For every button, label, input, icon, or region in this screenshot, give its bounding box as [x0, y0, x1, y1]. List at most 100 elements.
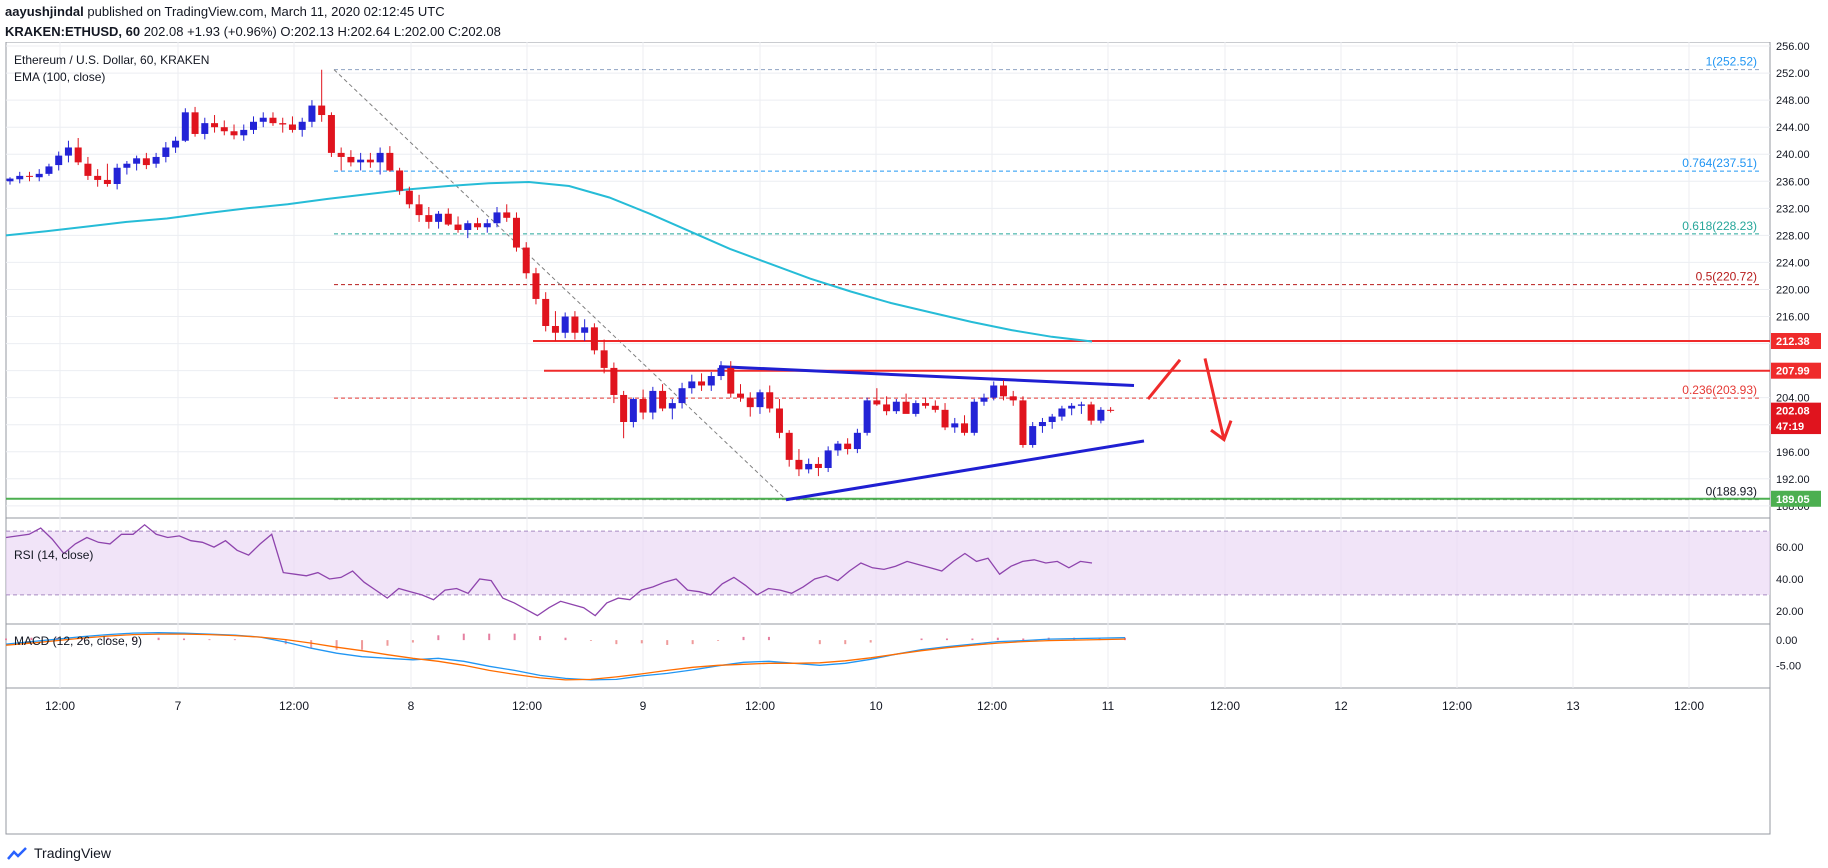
candle-body: [152, 156, 160, 164]
candle-body: [990, 385, 998, 398]
x-tick-label: 12: [1334, 699, 1348, 713]
candle-body: [941, 409, 949, 428]
fib-level-label: 0(188.93): [1706, 485, 1757, 499]
ema-legend: EMA (100, close): [14, 70, 105, 84]
candle-body: [240, 129, 248, 136]
macd-y-tick-label: 0.00: [1776, 635, 1797, 647]
candle-body: [201, 123, 209, 134]
y-tick-label: 220.00: [1776, 284, 1810, 296]
published-text: published on TradingView.com, March 11, …: [87, 4, 445, 19]
publish-line: aayushjindal published on TradingView.co…: [5, 4, 445, 19]
candle-body: [922, 403, 930, 406]
candle-body: [610, 367, 618, 395]
candle-body: [980, 397, 988, 402]
candle-body: [620, 394, 628, 423]
x-tick-label: 10: [869, 699, 883, 713]
candle-body: [25, 175, 33, 177]
fib-level-label: 0.618(228.23): [1682, 219, 1757, 233]
candle-body: [474, 223, 482, 228]
x-tick-label: 8: [408, 699, 415, 713]
y-tick-label: 196.00: [1776, 447, 1810, 459]
candle-body: [191, 112, 199, 134]
candle-body: [551, 325, 559, 333]
candle-body: [707, 376, 715, 386]
candle-body: [951, 423, 959, 428]
candle-body: [103, 179, 111, 184]
macd-pane: [5, 631, 1126, 681]
x-tick-label: 9: [640, 699, 647, 713]
y-tick-label: 236.00: [1776, 176, 1810, 188]
author-name[interactable]: aayushjindal: [5, 4, 84, 19]
candle-body: [318, 105, 326, 116]
x-tick-label: 12:00: [1674, 699, 1704, 713]
candle-body: [172, 140, 180, 148]
candle-body: [727, 367, 735, 394]
candle-body: [211, 123, 219, 128]
candle-body: [600, 350, 608, 368]
candle-body: [532, 273, 540, 299]
candle-body: [766, 392, 774, 409]
candle-body: [746, 397, 754, 408]
chart-area[interactable]: 1(252.52) 0.764(237.51) 0.618(228.23) 0.5(2…: [0, 42, 1828, 842]
x-tick-label: 12:00: [745, 699, 775, 713]
candle-body: [649, 390, 657, 413]
x-tick-label: 12:00: [977, 699, 1007, 713]
y-tick-label: 240.00: [1776, 149, 1810, 161]
candle-body: [444, 213, 452, 225]
candle-body: [1019, 400, 1027, 446]
y-tick-label: 228.00: [1776, 230, 1810, 242]
candle-body: [561, 316, 569, 333]
candle-body: [824, 450, 832, 468]
tradingview-brand[interactable]: TradingView: [34, 845, 112, 861]
y-tick-label: 244.00: [1776, 122, 1810, 134]
candle-body: [220, 127, 228, 132]
candle-body: [483, 223, 491, 228]
candle-body: [415, 204, 423, 216]
candle-body: [386, 152, 394, 171]
legends: Ethereum / U.S. Dollar, 60, KRAKEN EMA (…: [14, 53, 209, 648]
rsi-legend: RSI (14, close): [14, 548, 93, 562]
candle-body: [396, 170, 404, 191]
symbol: KRAKEN:ETHUSD, 60: [5, 24, 141, 39]
change: +1.93 (+0.96%): [187, 24, 277, 39]
price-tag-last-bg: [1771, 402, 1821, 419]
candle-body: [366, 159, 374, 163]
candle-body: [288, 124, 296, 130]
rsi-line: [5, 523, 1093, 617]
low-value: L:202.00: [393, 24, 445, 39]
candle-body: [162, 147, 170, 157]
x-tick-label: 12:00: [45, 699, 75, 713]
header: aayushjindal published on TradingView.co…: [0, 0, 1828, 42]
ema-polyline: [5, 180, 1093, 343]
candle-body: [230, 131, 238, 136]
candle-body: [785, 432, 793, 460]
candle-body: [181, 112, 189, 141]
candle-body: [464, 223, 472, 230]
candle-body: [55, 155, 63, 166]
candle-body: [259, 117, 267, 122]
candle-body: [357, 159, 365, 163]
candle-body: [571, 316, 579, 333]
candle-body: [250, 121, 257, 130]
footer: TradingView: [0, 842, 1828, 868]
x-tick-label: 13: [1566, 699, 1580, 713]
x-tick-label: 12:00: [1210, 699, 1240, 713]
candle-body: [834, 443, 842, 451]
macd-line: [5, 631, 1126, 681]
tradingview-logo-icon: [7, 847, 27, 860]
candle-body: [737, 393, 744, 398]
candle-body: [961, 423, 969, 433]
candle-body: [805, 463, 813, 470]
fib-trend-line: [333, 69, 787, 500]
candle-body: [844, 443, 852, 450]
candle-body: [883, 404, 891, 412]
candle-body: [405, 190, 413, 205]
price-tag-resistance-1-bg: [1771, 333, 1821, 350]
candle-body: [970, 401, 978, 433]
candle-body: [912, 403, 920, 414]
triangle-upper-line: [718, 365, 1135, 387]
candle-body: [698, 381, 706, 386]
price-tag-countdown: 47:19: [1776, 421, 1804, 433]
macd-y-tick-label: -5.00: [1776, 660, 1801, 672]
candle-body: [717, 367, 725, 377]
